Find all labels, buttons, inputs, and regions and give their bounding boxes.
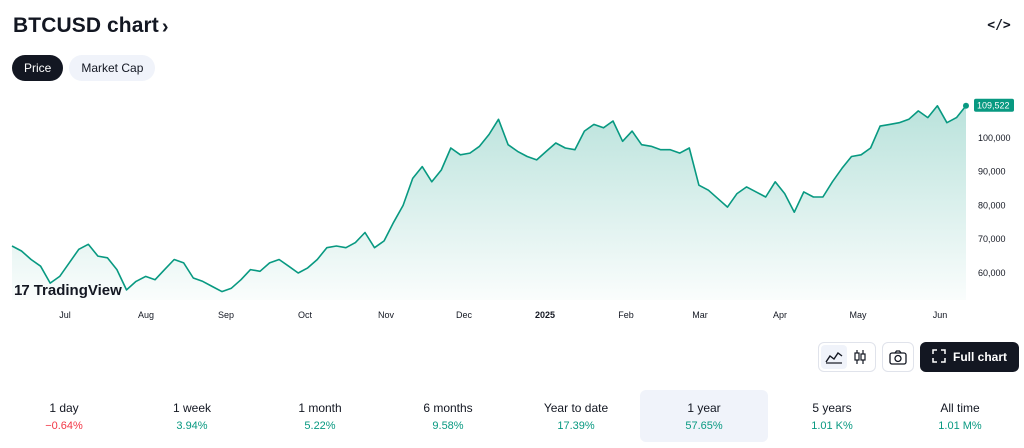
period-1-week[interactable]: 1 week 3.94% (128, 390, 256, 442)
period-name: 5 years (812, 400, 852, 415)
camera-icon[interactable] (881, 342, 914, 372)
y-tick-label: 80,000 (978, 200, 1006, 210)
page-title[interactable]: BTCUSD chart › (13, 14, 169, 38)
price-line (11, 105, 967, 293)
last-price-badge: 109,522 (974, 98, 1014, 112)
x-tick-label: Dec (456, 310, 473, 320)
period-1-day[interactable]: 1 day −0.64% (0, 390, 128, 442)
x-tick-label: Jul (59, 310, 71, 320)
tradingview-logo[interactable]: 17 TradingView (14, 282, 122, 299)
price-chart-svg[interactable]: 100,000 90,000 80,000 70,000 60,000 Jul Aug Se… (0, 90, 1024, 330)
tab-market-cap[interactable]: Market Cap (69, 55, 156, 81)
tradingview-wordmark: TradingView (33, 282, 122, 299)
last-price-badge-bg (974, 98, 1014, 112)
period-change: 1.01 M% (938, 419, 982, 432)
x-tick-label: Jun (933, 310, 948, 320)
x-tick-label: Feb (618, 310, 634, 320)
period-change: 1.01 K% (811, 419, 853, 432)
page-title-text: BTCUSD chart (13, 14, 159, 37)
x-tick-label: Sep (218, 310, 234, 320)
last-price-label: 109,522 (977, 101, 1010, 111)
x-tick-label: Apr (773, 310, 787, 320)
tab-price[interactable]: Price (12, 55, 64, 81)
period-name: All time (940, 400, 980, 415)
x-axis: Jul Aug Sep Oct Nov Dec 2025 Feb Mar Apr May Jun (59, 310, 947, 320)
x-tick-label: Nov (378, 310, 395, 320)
chart-style-toggle (817, 342, 876, 372)
period-name: Year to date (543, 400, 609, 415)
period-6-months[interactable]: 6 months 9.58% (384, 390, 512, 442)
period-change: 9.58% (432, 419, 464, 432)
period-5-years[interactable]: 5 years 1.01 K% (768, 390, 896, 442)
period-1-month[interactable]: 1 month 5.22% (256, 390, 384, 442)
x-tick-label: 2025 (535, 310, 555, 320)
chart-title-row[interactable]: BTCUSD chart › (13, 12, 169, 40)
period-change: 57.65% (685, 419, 723, 432)
period-change: 5.22% (304, 419, 336, 432)
period-name: 1 year (687, 400, 721, 415)
x-tick-label: May (849, 310, 867, 320)
chevron-right-icon: › (161, 15, 169, 38)
full-chart-button[interactable]: Full chart (919, 342, 1019, 372)
chart-type-tabs: Price Market Cap (12, 55, 156, 81)
x-tick-label: Aug (138, 310, 154, 320)
period-1-year[interactable]: 1 year 57.65% (640, 390, 768, 442)
y-tick-label: 100,000 (978, 133, 1011, 143)
y-tick-label: 90,000 (978, 167, 1006, 177)
y-tick-label: 60,000 (978, 268, 1006, 278)
y-tick-label: 70,000 (978, 234, 1006, 244)
tradingview-mark: 17 (14, 282, 30, 299)
period-change: 3.94% (176, 419, 208, 432)
x-tick-label: Mar (692, 310, 708, 320)
full-chart-label: Full chart (952, 350, 1007, 364)
price-chart[interactable]: 100,000 90,000 80,000 70,000 60,000 Jul Aug Se… (0, 90, 1024, 330)
period-name: 1 day (49, 400, 79, 415)
period-change: 17.39% (557, 419, 595, 432)
period-name: 6 months (423, 400, 473, 415)
y-axis: 100,000 90,000 80,000 70,000 60,000 (978, 133, 1011, 278)
candlestick-icon[interactable] (847, 345, 873, 369)
performance-periods: 1 day −0.64% 1 week 3.94% 1 month 5.22% 6 m… (0, 390, 1024, 442)
period-all-time[interactable]: All time 1.01 M% (896, 390, 1024, 442)
chart-toolbar: Full chart (817, 342, 1019, 372)
period-year-to-date[interactable]: Year to date 17.39% (512, 390, 640, 442)
x-tick-label: Oct (298, 310, 313, 320)
price-area-fill (12, 105, 966, 300)
area-chart-icon[interactable] (820, 345, 847, 369)
period-change: −0.64% (45, 419, 83, 432)
last-price-dot (963, 102, 969, 109)
period-name: 1 month (298, 400, 342, 415)
fullscreen-icon (932, 348, 946, 366)
embed-code-icon[interactable]: </> (987, 17, 1011, 33)
period-name: 1 week (172, 400, 212, 415)
